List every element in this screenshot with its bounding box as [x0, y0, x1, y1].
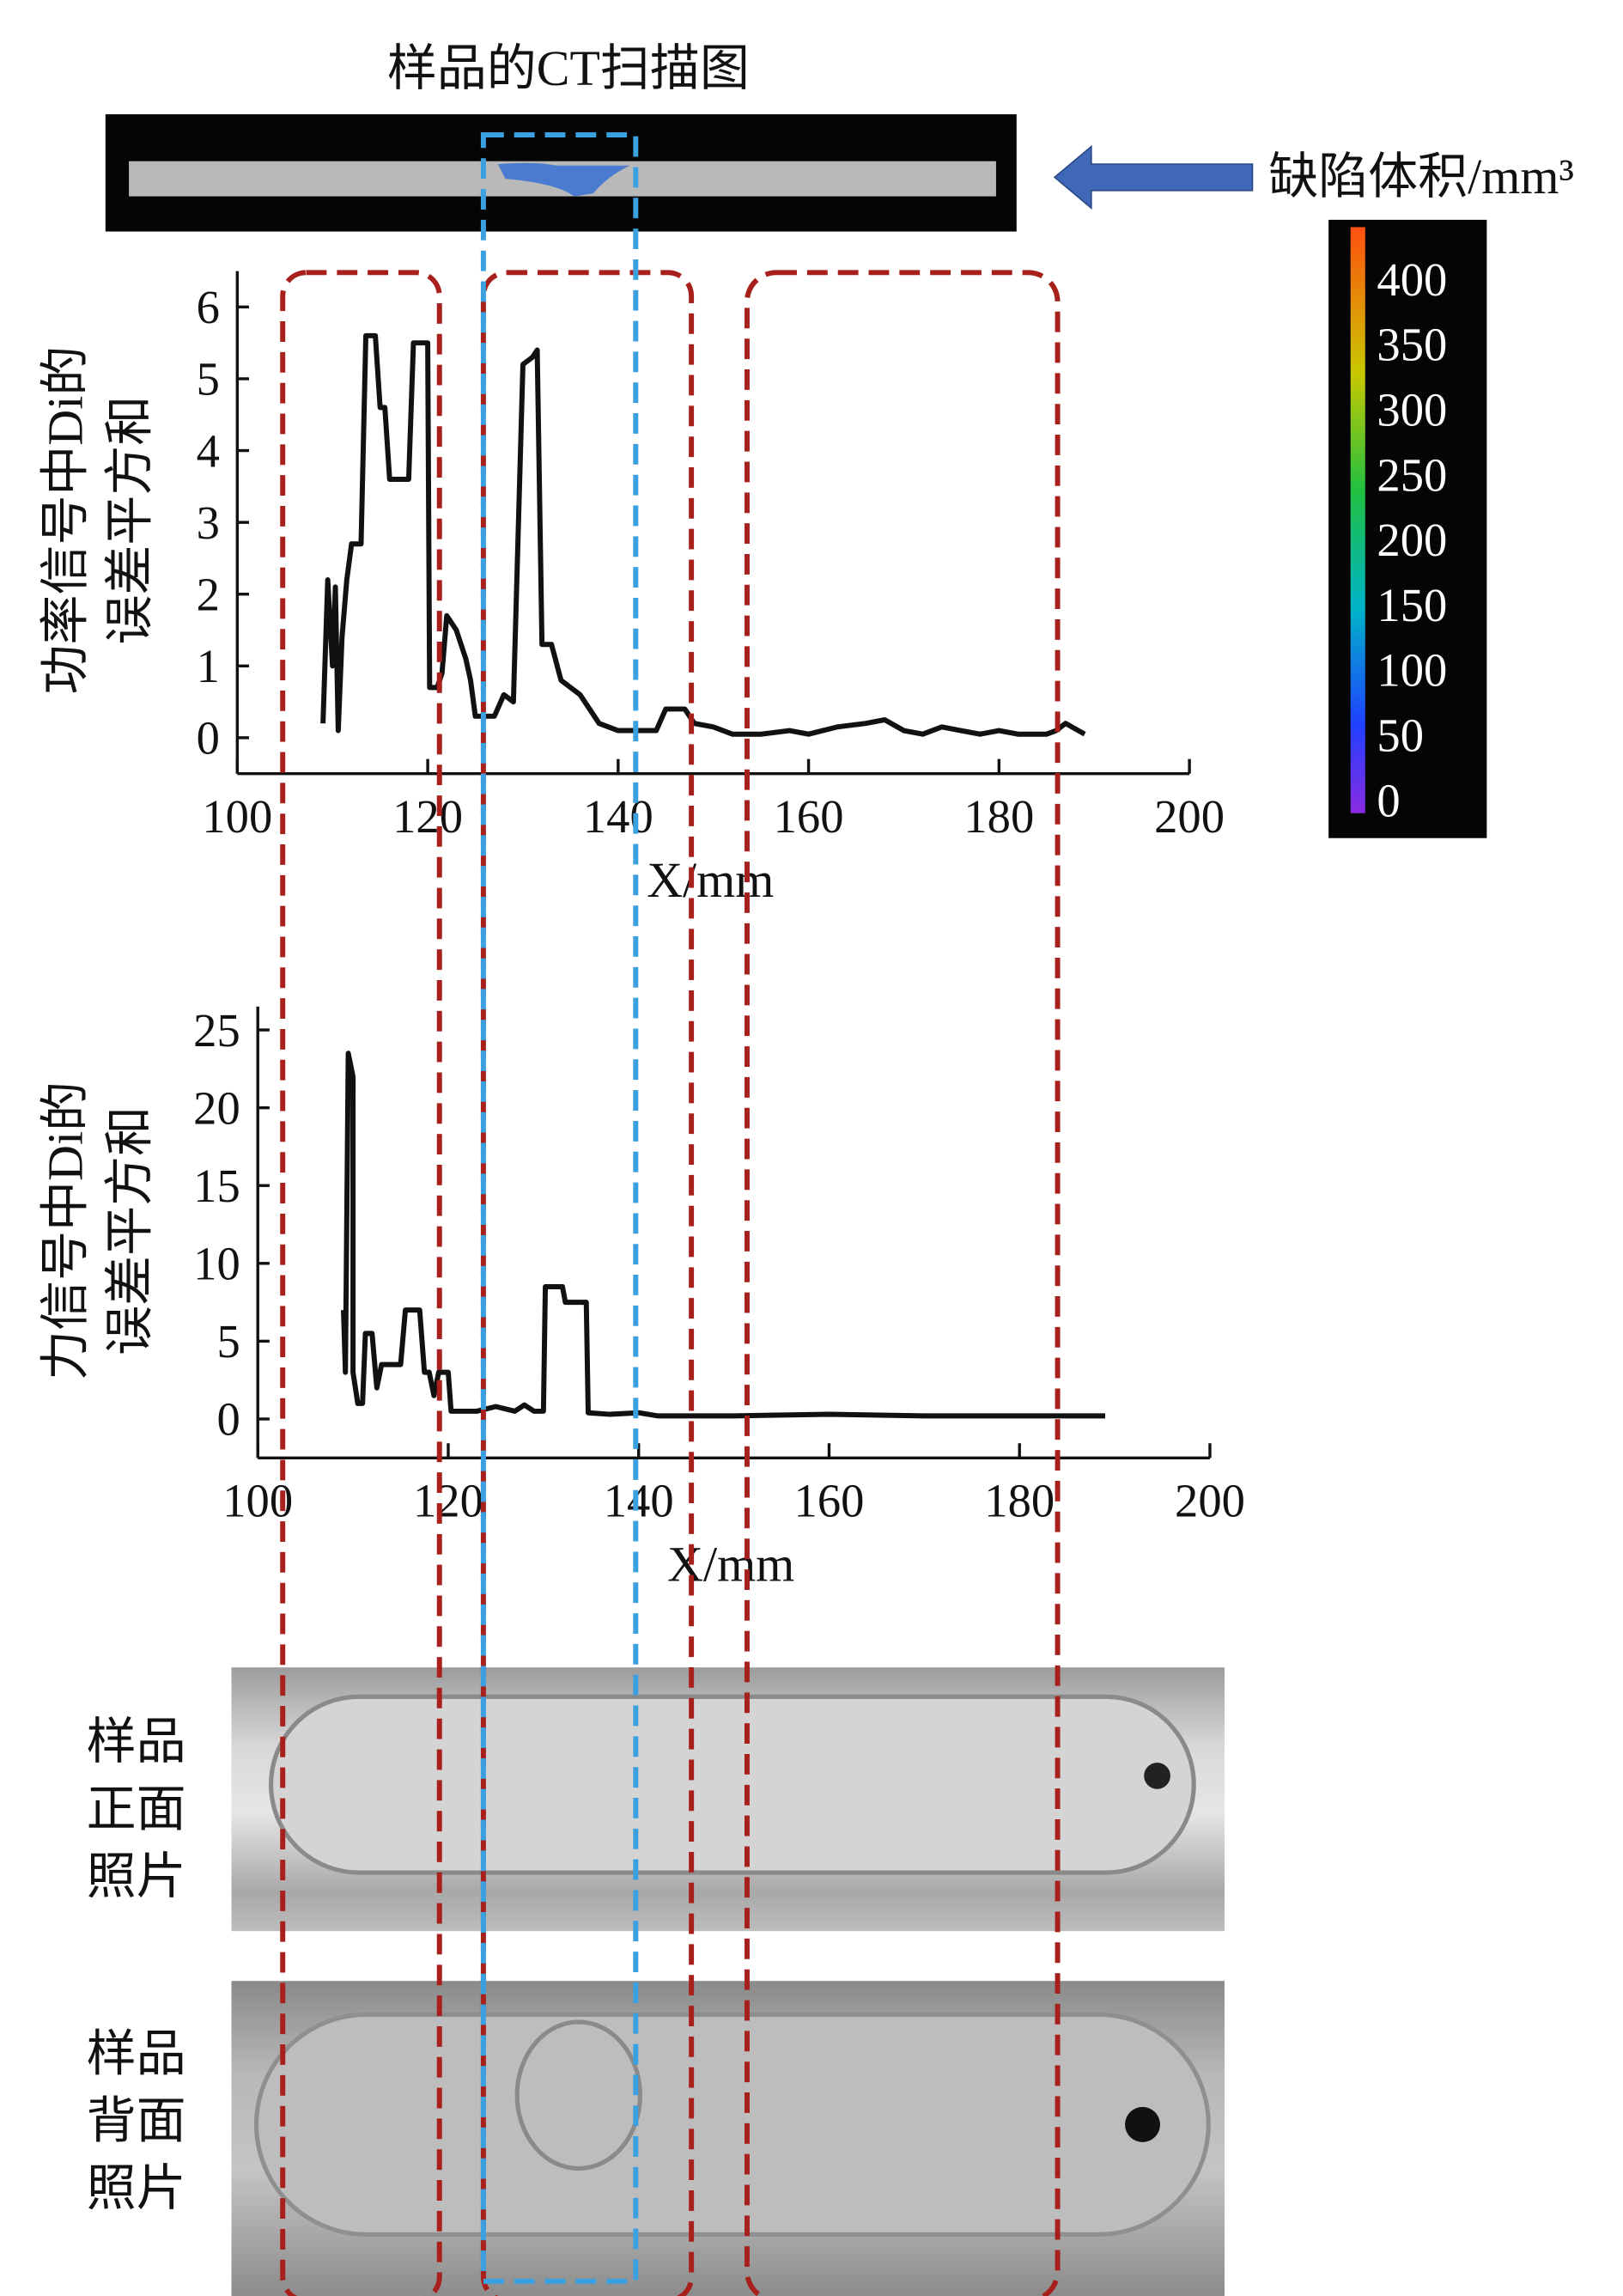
y-axis-label: 误差平方和 [102, 396, 158, 645]
photo-label: 样品 [87, 1714, 186, 1769]
x-tick-label: 160 [794, 1475, 865, 1527]
colorbar-label: 缺陷体积/mm³ [1268, 149, 1574, 204]
y-axis-label: 功率信号中Di的 [38, 346, 94, 695]
photo-label: 背面 [87, 2093, 186, 2149]
photo-label: 正面 [87, 1781, 186, 1836]
region-box [280, 270, 442, 2296]
colorbar-strip [1350, 227, 1365, 813]
colorbar-tick-label: 100 [1377, 644, 1447, 697]
colorbar-tick-label: 0 [1377, 774, 1400, 826]
x-tick-label: 160 [774, 790, 844, 843]
y-tick-label: 0 [216, 1393, 240, 1446]
y-tick-label: 20 [193, 1081, 240, 1134]
y-tick-label: 2 [197, 568, 220, 620]
colorbar-tick-label: 300 [1377, 383, 1447, 435]
y-tick-label: 0 [197, 712, 220, 764]
photo-label: 样品 [87, 2025, 186, 2081]
colorbar-tick-label: 250 [1377, 448, 1447, 501]
ct-defect [497, 162, 630, 197]
region-box [744, 270, 1061, 2296]
x-tick-label: 180 [963, 790, 1034, 843]
colorbar-tick-label: 200 [1377, 514, 1447, 566]
x-tick-label: 120 [413, 1475, 483, 1527]
x-tick-label: 120 [392, 790, 463, 843]
y-tick-label: 6 [197, 281, 220, 333]
colorbar-tick-label: 400 [1377, 253, 1447, 306]
y-tick-label: 5 [197, 353, 220, 405]
photo-label: 照片 [87, 2160, 186, 2216]
arrow [1053, 144, 1254, 210]
x-tick-label: 140 [604, 1475, 674, 1527]
x-tick-label: 200 [1154, 790, 1225, 843]
hole [1125, 2106, 1160, 2142]
y-tick-label: 4 [197, 424, 220, 477]
x-tick-label: 100 [202, 790, 272, 843]
x-tick-label: 200 [1175, 1475, 1245, 1527]
x-axis-label: X/mm [647, 852, 774, 908]
weld-bead [253, 2012, 1211, 2237]
data-line [341, 1051, 1106, 1419]
hole [1144, 1763, 1170, 1789]
colorbar-tick-label: 350 [1377, 319, 1447, 371]
y-tick-label: 10 [193, 1238, 240, 1290]
photo-label: 照片 [87, 1848, 186, 1904]
y-tick-label: 3 [197, 496, 220, 549]
y-tick-label: 15 [193, 1160, 240, 1212]
defect-mark [514, 2019, 642, 2171]
y-tick-label: 5 [216, 1315, 240, 1367]
y-axis-label: 误差平方和 [102, 1106, 158, 1355]
defect-box [480, 131, 639, 2284]
x-axis-label: X/mm [667, 1537, 794, 1593]
data-line [320, 332, 1086, 737]
x-tick-label: 140 [583, 790, 653, 843]
colorbar-tick-label: 50 [1377, 710, 1424, 762]
weld-bead [269, 1694, 1196, 1875]
y-tick-label: 1 [197, 640, 220, 692]
colorbar-tick-label: 150 [1377, 579, 1447, 631]
y-tick-label: 25 [193, 1004, 240, 1057]
x-tick-label: 180 [984, 1475, 1055, 1527]
ct-title: 样品的CT扫描图 [387, 40, 750, 96]
y-axis-label: 力信号中Di的 [38, 1081, 94, 1380]
